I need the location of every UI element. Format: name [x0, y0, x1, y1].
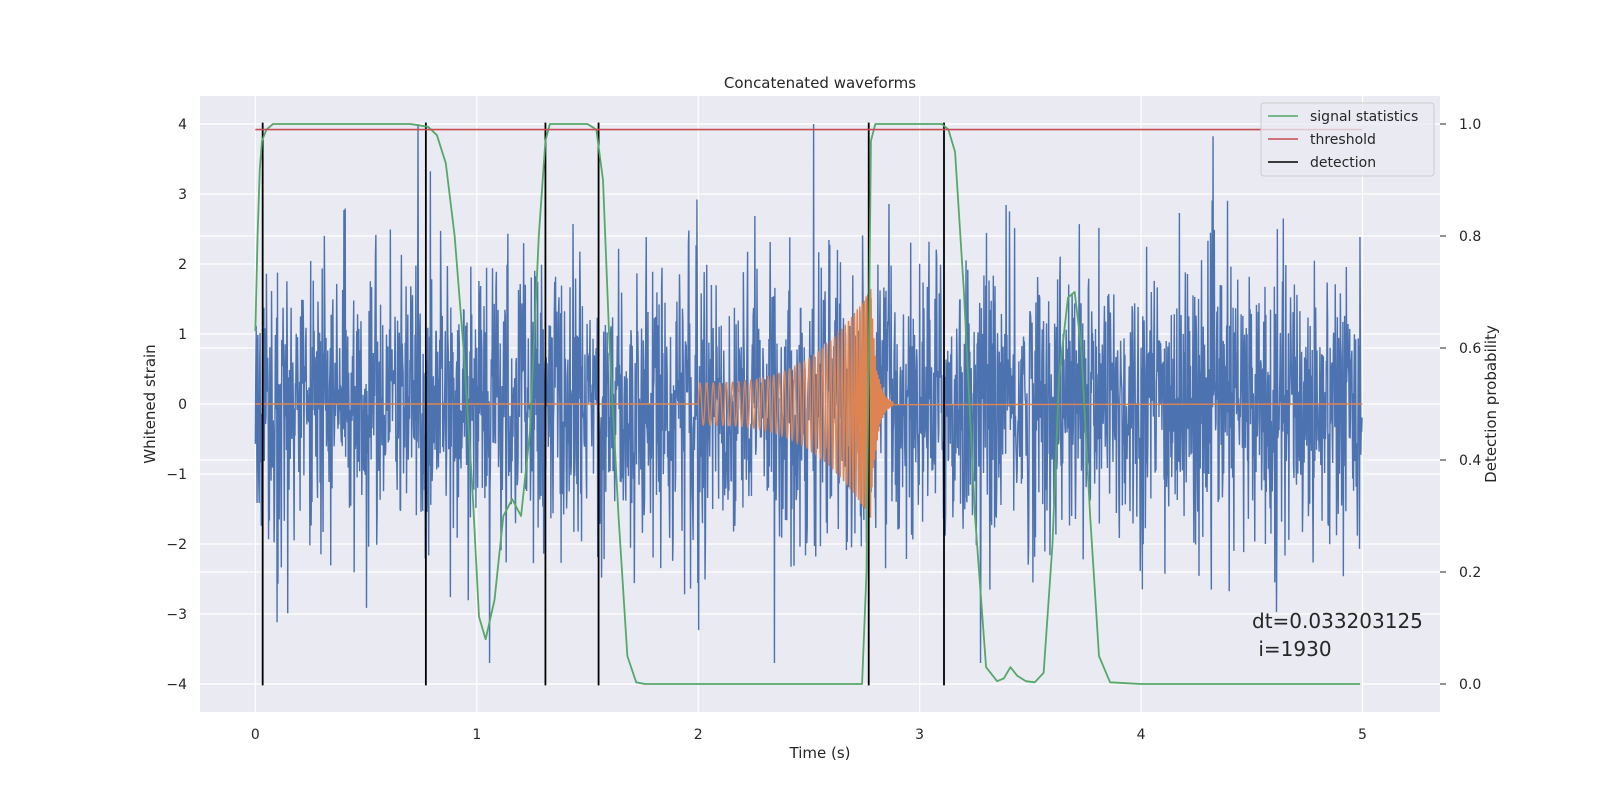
x-tick-label: 4 — [1137, 727, 1146, 743]
y2-tick-label: 0.0 — [1459, 677, 1481, 693]
series-whitened-strain-line — [254, 123, 1363, 664]
x-tick-label: 3 — [915, 727, 924, 743]
y-tick-label: −2 — [166, 537, 187, 553]
legend-label-detection: detection — [1310, 155, 1376, 171]
ticks-layer: 0 1 2 3 4 5 −4 −3 −2 −1 0 1 2 3 4 0.0 0.2 0.4 0.6 0.8 1.0 — [166, 117, 1481, 743]
x-axis-label: Time (s) — [789, 744, 851, 762]
y-tick-label: −1 — [166, 467, 187, 483]
y2-tick-label: 0.4 — [1459, 453, 1481, 469]
x-tick-label: 2 — [694, 727, 703, 743]
y-axis-label: Whitened strain — [141, 344, 159, 463]
x-tick-label: 0 — [251, 727, 260, 743]
y2-tick-label: 0.2 — [1459, 565, 1481, 581]
y-tick-label: 1 — [178, 327, 187, 343]
y-tick-label: 0 — [178, 397, 187, 413]
y2-tick-label: 1.0 — [1459, 117, 1481, 133]
y2-axis-label: Detection probability — [1482, 325, 1500, 483]
annotation-index: i=1930 — [1252, 637, 1332, 661]
series-injected-signal-line — [255, 288, 1363, 518]
x-tick-label: 1 — [472, 727, 481, 743]
y-tick-label: 2 — [178, 257, 187, 273]
legend: signal statistics threshold detection — [1260, 102, 1435, 177]
y2-tick-label: 0.8 — [1459, 229, 1481, 245]
y-tick-label: 4 — [178, 117, 187, 133]
series-signal-statistics-line — [254, 123, 1361, 685]
y-tick-label: −4 — [166, 677, 187, 693]
legend-label-threshold: threshold — [1310, 132, 1376, 148]
y-tick-label: 3 — [178, 187, 187, 203]
y-tick-label: −3 — [166, 607, 187, 623]
chart-title: Concatenated waveforms — [724, 74, 916, 92]
legend-box — [1260, 102, 1435, 177]
x-tick-label: 5 — [1358, 727, 1367, 743]
data-layer — [254, 122, 1363, 686]
annotation-dt: dt=0.033203125 — [1252, 609, 1423, 633]
y2-tick-label: 0.6 — [1459, 341, 1481, 357]
legend-label-signal-statistics: signal statistics — [1310, 109, 1418, 125]
